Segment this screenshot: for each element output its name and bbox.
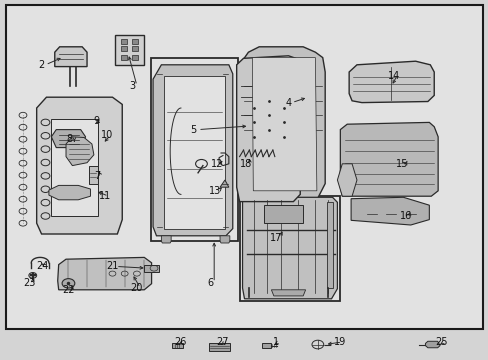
Polygon shape (55, 47, 87, 67)
Bar (121, 46, 127, 51)
Text: 9: 9 (94, 116, 100, 126)
Text: 7: 7 (95, 171, 101, 181)
Polygon shape (350, 197, 428, 225)
Text: 2: 2 (39, 60, 44, 70)
Text: 4: 4 (285, 98, 291, 108)
Bar (239, 196, 339, 301)
Polygon shape (337, 164, 356, 196)
Text: 15: 15 (395, 159, 408, 169)
Text: 22: 22 (62, 285, 75, 295)
Text: 27: 27 (216, 337, 228, 347)
Text: 19: 19 (333, 337, 346, 347)
Text: 18: 18 (240, 159, 252, 169)
Circle shape (29, 273, 37, 278)
Polygon shape (37, 97, 122, 234)
Polygon shape (239, 47, 325, 198)
Bar (264, 205, 303, 223)
Text: 14: 14 (386, 71, 399, 81)
Polygon shape (49, 185, 90, 200)
Circle shape (62, 279, 75, 288)
Bar (144, 265, 159, 272)
Text: 12: 12 (210, 159, 223, 169)
Text: 24: 24 (36, 261, 49, 271)
Polygon shape (340, 122, 437, 196)
Polygon shape (66, 137, 94, 166)
Bar (132, 46, 138, 51)
Text: 6: 6 (207, 278, 213, 288)
Polygon shape (425, 341, 439, 348)
Bar (121, 39, 127, 44)
Text: 11: 11 (99, 191, 111, 201)
Polygon shape (252, 58, 316, 191)
Polygon shape (236, 56, 300, 202)
Text: 16: 16 (399, 211, 411, 221)
Bar (150, 58, 238, 241)
Bar (132, 55, 138, 60)
Polygon shape (51, 130, 85, 148)
Bar (115, 35, 144, 65)
Bar (209, 343, 229, 351)
Text: 10: 10 (100, 130, 113, 140)
Text: 8: 8 (67, 134, 73, 144)
Polygon shape (161, 236, 171, 243)
Text: 25: 25 (434, 337, 447, 347)
Text: 21: 21 (106, 261, 119, 271)
Bar (121, 55, 127, 60)
Polygon shape (220, 180, 228, 187)
Text: 17: 17 (269, 233, 282, 243)
Polygon shape (89, 166, 98, 184)
Polygon shape (242, 197, 337, 299)
Bar (172, 343, 183, 348)
Polygon shape (326, 202, 333, 288)
Text: 26: 26 (174, 337, 187, 347)
Text: 1: 1 (273, 337, 279, 347)
Text: 20: 20 (130, 283, 143, 293)
Polygon shape (51, 119, 98, 216)
Text: 13: 13 (208, 186, 221, 196)
Text: 3: 3 (129, 81, 135, 91)
Polygon shape (58, 257, 151, 290)
Polygon shape (271, 290, 305, 296)
Bar (262, 343, 270, 348)
Polygon shape (348, 61, 433, 103)
Polygon shape (220, 236, 229, 243)
Text: 23: 23 (23, 278, 36, 288)
Polygon shape (153, 65, 232, 236)
Polygon shape (163, 76, 224, 229)
Text: 5: 5 (190, 125, 196, 135)
Bar (132, 39, 138, 44)
